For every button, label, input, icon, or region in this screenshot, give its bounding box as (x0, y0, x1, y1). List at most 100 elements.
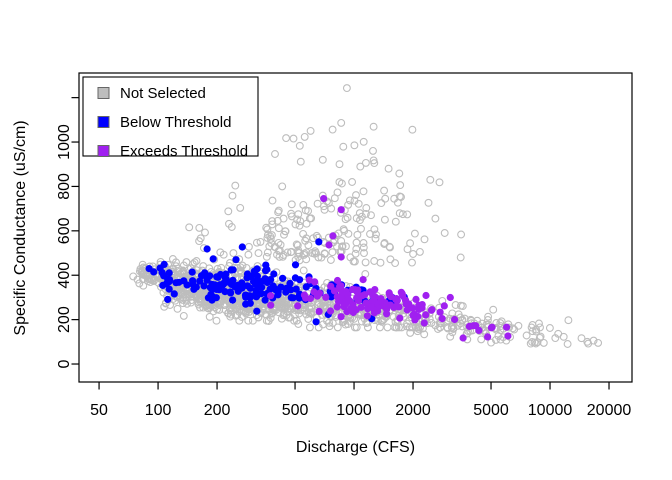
data-point (420, 330, 429, 339)
data-point (244, 316, 253, 325)
data-point (309, 234, 318, 243)
data-point (291, 220, 300, 229)
data-point (380, 186, 389, 195)
data-point (353, 230, 362, 239)
data-point (451, 315, 459, 324)
data-point (436, 308, 444, 316)
data-point (497, 317, 506, 326)
data-point (438, 315, 446, 323)
data-point (227, 280, 236, 288)
data-point (440, 229, 449, 237)
x-tick-label: 50 (90, 402, 108, 419)
data-point (320, 195, 328, 203)
data-point (325, 241, 333, 249)
data-point (427, 318, 436, 327)
data-point (268, 217, 277, 226)
x-tick-label: 1000 (336, 402, 372, 419)
data-point (173, 267, 182, 275)
plot-box (78, 72, 633, 383)
data-point (367, 211, 375, 220)
data-point (246, 292, 254, 300)
data-point (426, 175, 435, 184)
data-point (374, 307, 382, 315)
data-point (359, 137, 368, 146)
data-point (359, 187, 368, 196)
data-point (341, 242, 350, 251)
data-point (166, 276, 174, 284)
data-point (278, 182, 287, 191)
data-point (277, 283, 285, 291)
data-point (226, 312, 235, 321)
data-point (278, 297, 287, 306)
data-point (410, 310, 418, 318)
data-point (306, 294, 314, 303)
data-point (261, 296, 269, 304)
data-point (484, 312, 493, 321)
data-point (377, 199, 386, 208)
y-tick-label: 200 (56, 306, 73, 333)
data-point (165, 269, 173, 277)
data-point (359, 239, 368, 247)
data-point (341, 215, 350, 224)
data-point (287, 294, 295, 302)
x-tick-label: 2000 (395, 402, 431, 419)
data-point (344, 291, 352, 299)
data-point (390, 323, 399, 332)
data-point (398, 210, 407, 219)
data-point (361, 209, 370, 218)
data-point (249, 277, 258, 286)
data-point (422, 291, 430, 300)
data-point (545, 324, 554, 332)
data-point (248, 316, 257, 325)
data-point (326, 307, 335, 315)
data-point (295, 141, 304, 150)
data-point (173, 304, 182, 313)
data-point (362, 204, 371, 212)
data-point (372, 230, 380, 239)
data-point (420, 235, 429, 244)
data-point (243, 274, 251, 282)
data-point (381, 194, 390, 203)
data-point (225, 259, 234, 267)
data-point (366, 230, 374, 238)
data-point (367, 303, 375, 311)
y-tick-label: 400 (56, 262, 73, 289)
data-point (431, 214, 440, 223)
data-point (370, 257, 379, 265)
data-point (477, 335, 486, 344)
x-axis: 50 100 200 500 1000 2000 5000 10000 20000 (90, 382, 631, 419)
data-point (179, 267, 188, 276)
data-point (234, 301, 243, 310)
data-point (343, 213, 352, 222)
data-point (238, 261, 247, 270)
data-point (256, 237, 265, 246)
data-point (328, 125, 337, 134)
data-point (204, 294, 212, 302)
data-point (487, 324, 495, 332)
data-point (435, 178, 444, 187)
data-point (270, 306, 278, 315)
data-point (179, 261, 188, 270)
data-point (237, 313, 246, 321)
data-point (209, 255, 217, 263)
data-point (150, 268, 158, 276)
data-point (305, 276, 313, 284)
data-point (322, 293, 330, 301)
data-point (233, 310, 242, 319)
data-point (522, 331, 531, 340)
data-point (199, 262, 208, 271)
data-point (457, 230, 466, 239)
legend-box (82, 76, 259, 157)
data-point (413, 327, 422, 336)
data-point (251, 270, 259, 278)
data-point (352, 214, 361, 223)
data-point (448, 328, 457, 337)
data-point (299, 266, 308, 275)
data-point (411, 316, 419, 324)
data-point (267, 276, 275, 284)
data-point (577, 334, 586, 343)
data-point (188, 260, 197, 268)
data-point (528, 327, 537, 336)
data-point (196, 234, 205, 243)
y-axis-title: Specific Conductance (uS/cm) (12, 120, 29, 335)
